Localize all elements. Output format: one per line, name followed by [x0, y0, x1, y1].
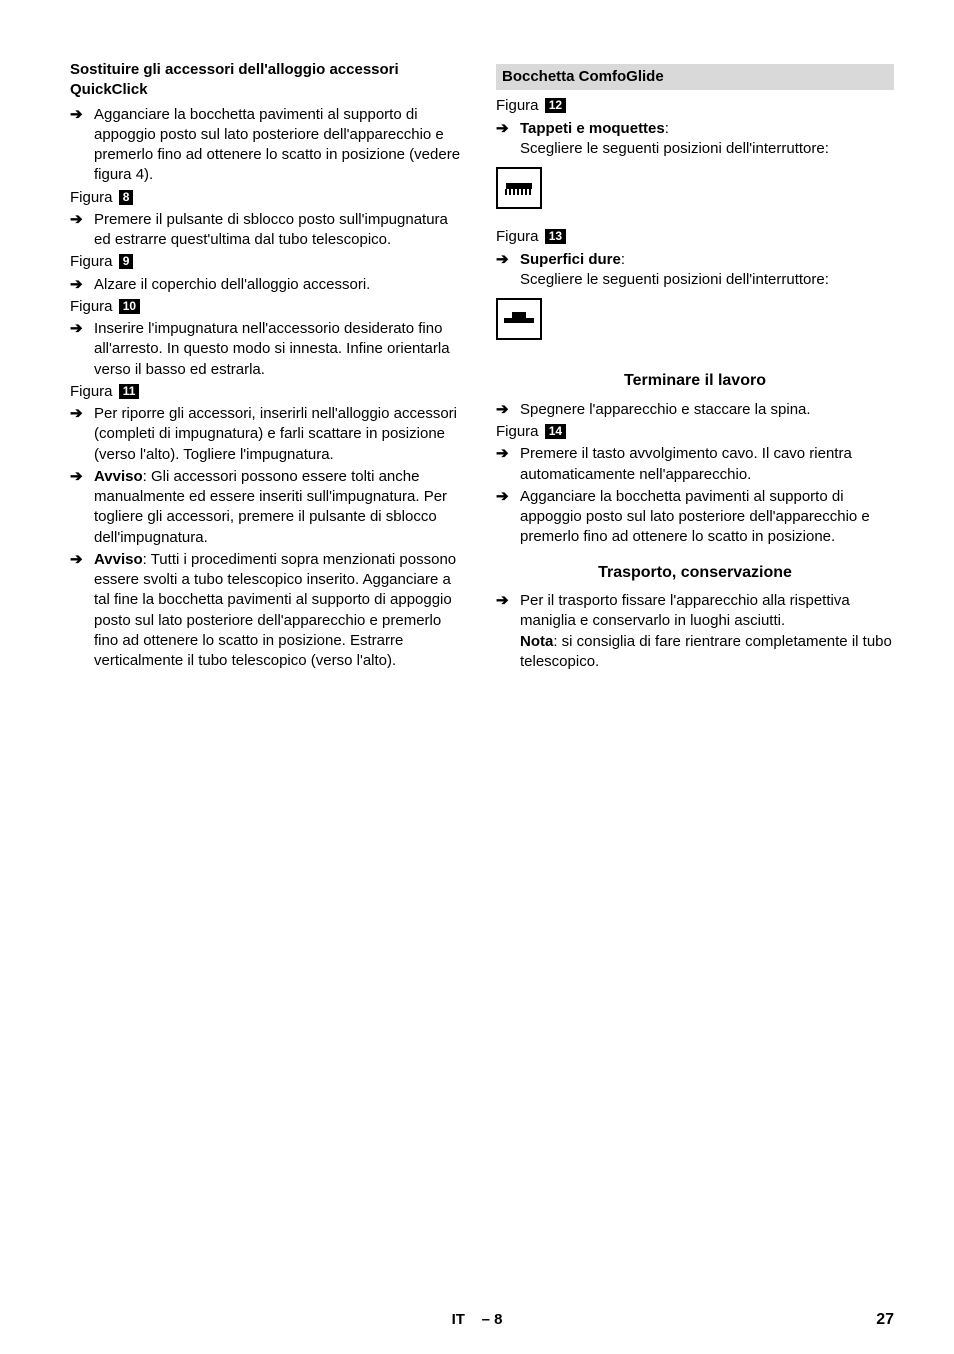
arrow-icon: ➔	[496, 444, 520, 485]
bullet-item: ➔ Premere il pulsante di sblocco posto s…	[70, 210, 468, 251]
footer-lang: IT	[452, 1311, 465, 1328]
bullet-item: ➔ Alzare il coperchio dell'alloggio acce…	[70, 275, 468, 295]
footer-page-abs: 27	[876, 1309, 894, 1331]
bullet-text: Premere il pulsante di sblocco posto sul…	[94, 210, 468, 251]
hard-floor-mode-icon	[496, 298, 542, 340]
bullet-text: Alzare il coperchio dell'alloggio access…	[94, 275, 468, 295]
arrow-icon: ➔	[496, 250, 520, 291]
bullet-rest: : Gli accessori possono essere tolti anc…	[94, 468, 447, 546]
arrow-icon: ➔	[70, 105, 94, 186]
figure-ref: Figura 14	[496, 422, 894, 442]
bullet-rest: Scegliere le seguenti posizioni dell'int…	[520, 140, 829, 157]
figure-label: Figura	[496, 228, 539, 245]
figure-ref: Figura 12	[496, 96, 894, 116]
figure-label: Figura	[496, 97, 539, 114]
footer-center: IT – 8	[452, 1310, 503, 1330]
figure-ref: Figura 9	[70, 252, 468, 272]
bullet-rest: Per il trasporto fissare l'apparecchio a…	[520, 592, 850, 629]
figure-label: Figura	[70, 253, 113, 270]
bullet-rest: : si consiglia di fare rientrare complet…	[520, 633, 892, 670]
bullet-item: ➔ Spegnere l'apparecchio e staccare la s…	[496, 400, 894, 420]
bullet-text: Tappeti e moquettes:Scegliere le seguent…	[520, 119, 894, 160]
bullet-item: ➔ Per il trasporto fissare l'apparecchio…	[496, 591, 894, 672]
mode-label: Superfici dure	[520, 251, 621, 268]
bullet-text: Inserire l'impugnatura nell'accessorio d…	[94, 319, 468, 380]
footer-page-rel: – 8	[482, 1311, 503, 1328]
bullet-item: ➔ Superfici dure:Scegliere le seguenti p…	[496, 250, 894, 291]
bullet-item: ➔ Tappeti e moquettes:Scegliere le segue…	[496, 119, 894, 160]
left-column: Sostituire gli accessori dell'alloggio a…	[70, 60, 468, 674]
figure-label: Figura	[496, 423, 539, 440]
figure-number-badge: 13	[545, 229, 566, 244]
bullet-item: ➔ Premere il tasto avvolgimento cavo. Il…	[496, 444, 894, 485]
content-columns: Sostituire gli accessori dell'alloggio a…	[70, 60, 894, 674]
mode-label: Tappeti e moquettes	[520, 120, 665, 137]
bullet-text: Spegnere l'apparecchio e staccare la spi…	[520, 400, 894, 420]
bullet-item: ➔ Avviso: Gli accessori possono essere t…	[70, 467, 468, 548]
figure-number-badge: 8	[119, 190, 134, 205]
figure-ref: Figura 11	[70, 382, 468, 402]
arrow-icon: ➔	[496, 487, 520, 548]
figure-label: Figura	[70, 189, 113, 206]
bullet-text: Per riporre gli accessori, inserirli nel…	[94, 404, 468, 465]
bullet-item: ➔ Inserire l'impugnatura nell'accessorio…	[70, 319, 468, 380]
arrow-icon: ➔	[70, 550, 94, 672]
bullet-text: Avviso: Gli accessori possono essere tol…	[94, 467, 468, 548]
figure-number-badge: 9	[119, 254, 134, 269]
arrow-icon: ➔	[496, 591, 520, 672]
bullet-text: Avviso: Tutti i procedimenti sopra menzi…	[94, 550, 468, 672]
right-column: Bocchetta ComfoGlide Figura 12 ➔ Tappeti…	[496, 60, 894, 674]
figure-ref: Figura 13	[496, 227, 894, 247]
bullet-item: ➔ Agganciare la bocchetta pavimenti al s…	[496, 487, 894, 548]
arrow-icon: ➔	[70, 404, 94, 465]
bullet-rest: : Tutti i procedimenti sopra menzionati …	[94, 551, 456, 669]
figure-number-badge: 12	[545, 98, 566, 113]
figure-label: Figura	[70, 383, 113, 400]
carpet-mode-icon	[496, 167, 542, 209]
figure-number-badge: 11	[119, 384, 140, 399]
arrow-icon: ➔	[70, 275, 94, 295]
bullet-text: Agganciare la bocchetta pavimenti al sup…	[94, 105, 468, 186]
section-heading: Terminare il lavoro	[496, 370, 894, 392]
bullet-text: Premere il tasto avvolgimento cavo. Il c…	[520, 444, 894, 485]
bullet-item: ➔ Avviso: Tutti i procedimenti sopra men…	[70, 550, 468, 672]
section-heading: Trasporto, conservazione	[496, 562, 894, 584]
figure-label: Figura	[70, 298, 113, 315]
section-bar: Bocchetta ComfoGlide	[496, 64, 894, 90]
arrow-icon: ➔	[496, 119, 520, 160]
arrow-icon: ➔	[70, 210, 94, 251]
bullet-text: Per il trasporto fissare l'apparecchio a…	[520, 591, 894, 672]
figure-ref: Figura 10	[70, 297, 468, 317]
nota-label: Nota	[520, 633, 553, 650]
bullet-item: ➔ Per riporre gli accessori, inserirli n…	[70, 404, 468, 465]
avviso-label: Avviso	[94, 551, 143, 568]
figure-number-badge: 14	[545, 424, 566, 439]
arrow-icon: ➔	[70, 467, 94, 548]
arrow-icon: ➔	[496, 400, 520, 420]
bullet-text: Agganciare la bocchetta pavimenti al sup…	[520, 487, 894, 548]
arrow-icon: ➔	[70, 319, 94, 380]
avviso-label: Avviso	[94, 468, 143, 485]
bullet-text: Superfici dure:Scegliere le seguenti pos…	[520, 250, 894, 291]
bullet-rest: Scegliere le seguenti posizioni dell'int…	[520, 271, 829, 288]
bullet-item: ➔ Agganciare la bocchetta pavimenti al s…	[70, 105, 468, 186]
figure-ref: Figura 8	[70, 188, 468, 208]
figure-number-badge: 10	[119, 299, 140, 314]
left-heading: Sostituire gli accessori dell'alloggio a…	[70, 60, 468, 101]
